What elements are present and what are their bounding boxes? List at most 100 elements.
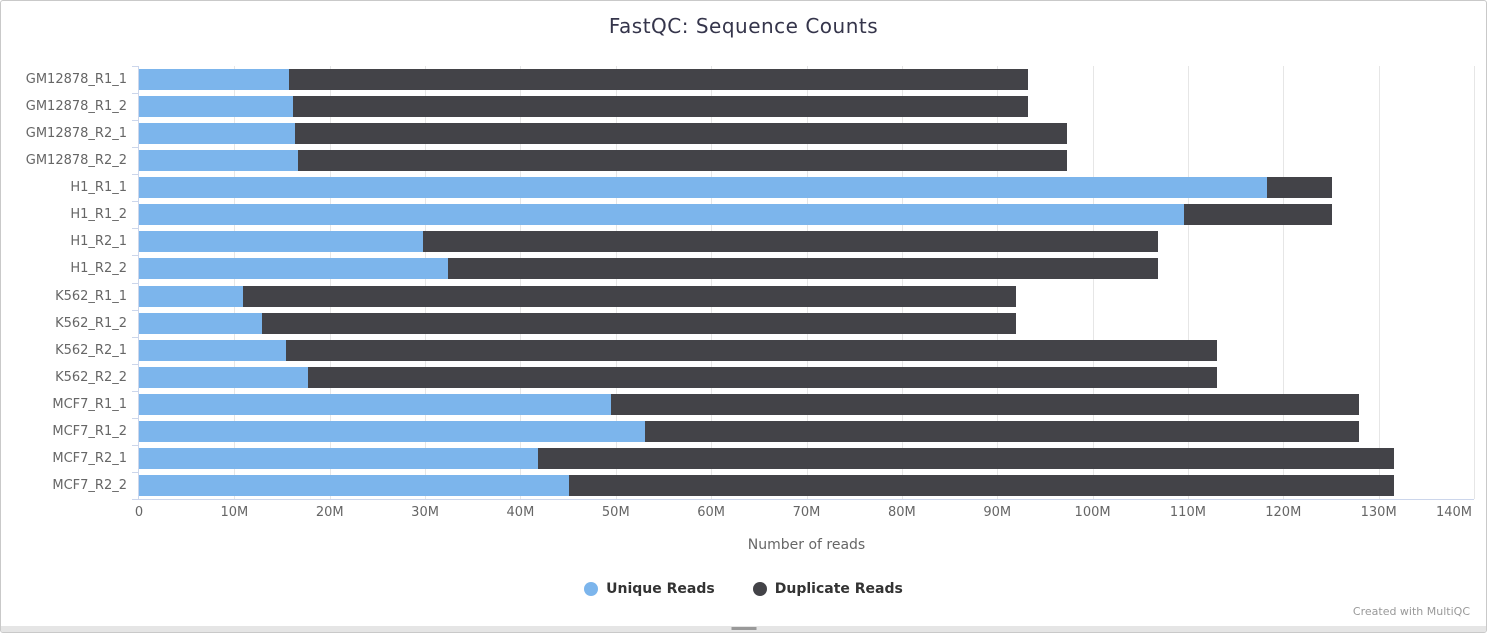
gridline bbox=[997, 66, 999, 499]
x-tick-label: 0 bbox=[134, 505, 144, 520]
bar-segment-duplicate-reads[interactable] bbox=[262, 312, 1017, 334]
bar-segment-duplicate-reads[interactable] bbox=[307, 366, 1218, 388]
bar-segment-unique-reads[interactable] bbox=[139, 285, 243, 307]
x-tick-label: 80M bbox=[887, 505, 916, 520]
bar-row bbox=[139, 366, 1474, 388]
bar-segment-unique-reads[interactable] bbox=[139, 258, 448, 280]
x-tick-label: 70M bbox=[792, 505, 821, 520]
bar-segment-duplicate-reads[interactable] bbox=[298, 150, 1067, 172]
bar-segment-unique-reads[interactable] bbox=[139, 177, 1268, 199]
bar-segment-unique-reads[interactable] bbox=[139, 231, 424, 253]
bar-segment-duplicate-reads[interactable] bbox=[242, 285, 1017, 307]
bar-segment-unique-reads[interactable] bbox=[139, 150, 299, 172]
gridline bbox=[425, 66, 427, 499]
x-tick-label: 100M bbox=[1074, 505, 1111, 520]
x-tick-label: 90M bbox=[983, 505, 1012, 520]
bar-row bbox=[139, 285, 1474, 307]
bar-row bbox=[139, 447, 1474, 469]
y-axis-tick bbox=[132, 499, 138, 500]
x-axis-line bbox=[138, 499, 1474, 500]
bar-segment-duplicate-reads[interactable] bbox=[1184, 204, 1332, 226]
bar-segment-unique-reads[interactable] bbox=[139, 204, 1185, 226]
chart-title: FastQC: Sequence Counts bbox=[608, 14, 879, 38]
y-axis-line bbox=[138, 66, 139, 499]
bar-segment-unique-reads[interactable] bbox=[139, 123, 296, 145]
bar-row bbox=[139, 474, 1474, 496]
gridline bbox=[1378, 66, 1380, 499]
gridline bbox=[1283, 66, 1285, 499]
resize-grip-icon bbox=[731, 627, 756, 630]
bar-row bbox=[139, 69, 1474, 91]
bar-segment-duplicate-reads[interactable] bbox=[569, 474, 1394, 496]
y-axis-label: MCF7_R1_1 bbox=[52, 396, 127, 412]
bar-segment-unique-reads[interactable] bbox=[139, 366, 308, 388]
unique-reads-swatch-icon bbox=[584, 582, 599, 596]
bar-row bbox=[139, 339, 1474, 361]
y-axis-tick bbox=[132, 120, 138, 122]
x-tick-label: 130M bbox=[1360, 505, 1397, 520]
gridline bbox=[329, 66, 331, 499]
bar-segment-duplicate-reads[interactable] bbox=[292, 96, 1028, 118]
y-axis-label: MCF7_R1_2 bbox=[52, 423, 127, 439]
bar-segment-unique-reads[interactable] bbox=[139, 96, 293, 118]
x-tick-label: 120M bbox=[1265, 505, 1302, 520]
y-axis-label: GM12878_R2_1 bbox=[25, 126, 127, 142]
bar-row bbox=[139, 312, 1474, 334]
bar-segment-duplicate-reads[interactable] bbox=[295, 123, 1067, 145]
y-axis-tick bbox=[132, 336, 138, 338]
y-axis-tick bbox=[132, 471, 138, 473]
y-axis-label: GM12878_R1_2 bbox=[25, 99, 127, 115]
x-tick-label: 20M bbox=[315, 505, 344, 520]
bar-segment-unique-reads[interactable] bbox=[139, 420, 646, 442]
legend-label: Unique Reads bbox=[606, 581, 715, 597]
bar-segment-duplicate-reads[interactable] bbox=[447, 258, 1159, 280]
bar-segment-duplicate-reads[interactable] bbox=[537, 447, 1394, 469]
multiqc-credit: Created with MultiQC bbox=[1352, 605, 1470, 618]
duplicate-reads-swatch-icon bbox=[752, 582, 767, 596]
y-axis-label: H1_R2_1 bbox=[70, 234, 127, 250]
bar-segment-unique-reads[interactable] bbox=[139, 393, 612, 415]
bar-row bbox=[139, 96, 1474, 118]
legend-item-unique-reads[interactable]: Unique Reads bbox=[584, 581, 715, 597]
y-axis-label: H1_R2_2 bbox=[70, 261, 127, 277]
bar-segment-duplicate-reads[interactable] bbox=[423, 231, 1159, 253]
x-tick-label: 30M bbox=[411, 505, 439, 520]
x-tick-label: 110M bbox=[1169, 505, 1206, 520]
bar-segment-duplicate-reads[interactable] bbox=[288, 69, 1028, 91]
bar-segment-duplicate-reads[interactable] bbox=[1267, 177, 1332, 199]
y-axis-label: K562_R1_1 bbox=[55, 288, 127, 304]
bar-row bbox=[139, 204, 1474, 226]
y-axis-label: MCF7_R2_1 bbox=[52, 450, 127, 466]
bar-segment-unique-reads[interactable] bbox=[139, 69, 289, 91]
y-axis-tick bbox=[132, 282, 138, 284]
gridline bbox=[901, 66, 903, 499]
x-tick-label: 60M bbox=[697, 505, 726, 520]
y-axis-tick bbox=[132, 147, 138, 149]
bar-row bbox=[139, 150, 1474, 172]
gridline bbox=[711, 66, 713, 499]
legend-label: Duplicate Reads bbox=[774, 581, 903, 597]
bar-row bbox=[139, 231, 1474, 253]
bar-segment-unique-reads[interactable] bbox=[139, 312, 262, 334]
bar-row bbox=[139, 393, 1474, 415]
y-axis-tick bbox=[132, 66, 138, 67]
bar-segment-duplicate-reads[interactable] bbox=[611, 393, 1359, 415]
bar-row bbox=[139, 177, 1474, 199]
y-axis-tick bbox=[132, 309, 138, 311]
bar-segment-duplicate-reads[interactable] bbox=[645, 420, 1359, 442]
bar-segment-unique-reads[interactable] bbox=[139, 474, 570, 496]
bar-row bbox=[139, 123, 1474, 145]
y-axis-tick bbox=[132, 201, 138, 203]
legend-item-duplicate-reads[interactable]: Duplicate Reads bbox=[752, 581, 903, 597]
plot-resize-handle[interactable] bbox=[1, 626, 1486, 632]
x-tick-label: 40M bbox=[506, 505, 535, 520]
y-axis-label: K562_R1_2 bbox=[55, 315, 127, 331]
bar-segment-duplicate-reads[interactable] bbox=[285, 339, 1218, 361]
y-axis-label: GM12878_R2_2 bbox=[25, 153, 127, 169]
bar-segment-unique-reads[interactable] bbox=[139, 339, 286, 361]
x-tick-label: 10M bbox=[220, 505, 249, 520]
legend: Unique Reads Duplicate Reads bbox=[1, 581, 1486, 597]
y-axis-tick bbox=[132, 363, 138, 365]
bar-segment-unique-reads[interactable] bbox=[139, 447, 538, 469]
y-axis-tick bbox=[132, 417, 138, 419]
